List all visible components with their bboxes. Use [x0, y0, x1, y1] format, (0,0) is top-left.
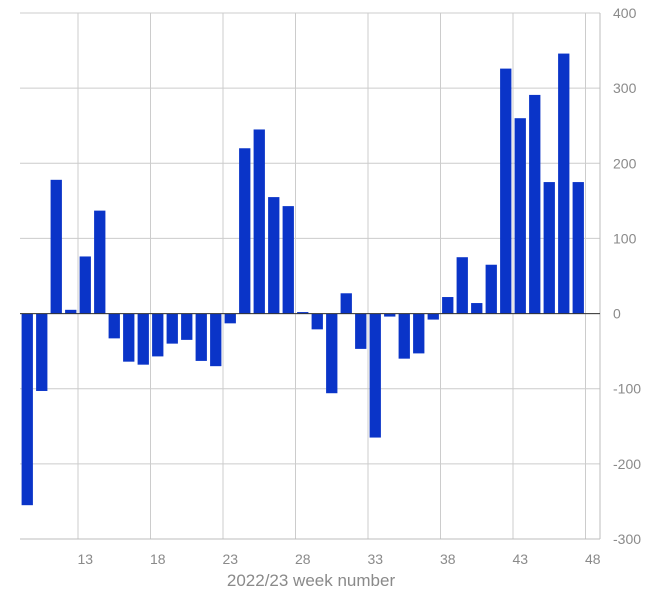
x-tick-label: 18	[150, 551, 166, 567]
bar	[355, 313, 367, 349]
bar	[311, 313, 323, 330]
y-tick-label: 0	[613, 306, 621, 322]
bar	[50, 179, 62, 314]
bar	[384, 313, 396, 317]
bar	[413, 313, 425, 354]
bar	[166, 313, 178, 344]
x-tick-label: 48	[585, 551, 601, 567]
bar	[456, 257, 468, 314]
x-axis-tick-labels: 13 18 23 28 33 38 43 48	[77, 551, 600, 567]
bar	[442, 297, 454, 314]
bars	[21, 53, 584, 506]
bar	[21, 313, 33, 506]
bar	[398, 313, 410, 359]
bar	[210, 313, 222, 367]
bar	[253, 129, 265, 314]
bar	[369, 313, 381, 438]
x-tick-label: 13	[77, 551, 93, 567]
x-tick-label: 43	[512, 551, 528, 567]
bar	[471, 303, 483, 314]
bar	[427, 313, 439, 320]
bar	[79, 256, 91, 314]
x-tick-label: 33	[367, 551, 383, 567]
bar	[529, 94, 541, 314]
bar	[239, 148, 251, 314]
bar	[94, 210, 106, 314]
bar	[152, 313, 164, 357]
y-axis-tick-labels: -300 -200 -100 0 100 200 300 400	[613, 5, 641, 547]
bar	[195, 313, 207, 361]
bar	[108, 313, 120, 339]
bar	[514, 118, 526, 314]
bar	[137, 313, 149, 365]
y-tick-label: -300	[613, 531, 641, 547]
bar	[543, 182, 555, 314]
bar	[558, 53, 570, 314]
bar	[326, 313, 338, 394]
y-tick-label: 300	[613, 80, 637, 96]
bar	[485, 264, 497, 314]
axes	[20, 13, 601, 540]
bar	[340, 293, 352, 314]
y-tick-label: -200	[613, 456, 641, 472]
bar	[65, 309, 77, 314]
x-tick-label: 23	[222, 551, 238, 567]
y-tick-label: 400	[613, 5, 637, 21]
x-tick-label: 38	[440, 551, 456, 567]
y-tick-label: 200	[613, 155, 637, 171]
bar	[268, 197, 280, 314]
bar	[500, 68, 512, 314]
y-tick-label: 100	[613, 230, 637, 246]
gridlines	[20, 12, 600, 540]
x-axis-label: 2022/23 week number	[227, 571, 396, 590]
bar	[282, 206, 294, 314]
bar	[297, 312, 309, 314]
bar	[224, 313, 236, 324]
bar	[572, 182, 584, 314]
bar	[181, 313, 193, 340]
bar	[36, 313, 48, 391]
x-tick-label: 28	[295, 551, 311, 567]
bar	[123, 313, 135, 362]
y-tick-label: -100	[613, 381, 641, 397]
